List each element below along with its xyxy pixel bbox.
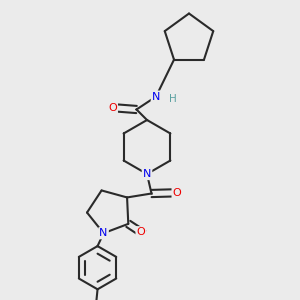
Text: O: O	[136, 227, 145, 237]
Text: N: N	[99, 228, 108, 238]
Text: H: H	[169, 94, 176, 104]
Text: N: N	[152, 92, 160, 102]
Text: N: N	[143, 169, 151, 179]
Text: O: O	[108, 103, 117, 113]
Text: O: O	[172, 188, 182, 198]
